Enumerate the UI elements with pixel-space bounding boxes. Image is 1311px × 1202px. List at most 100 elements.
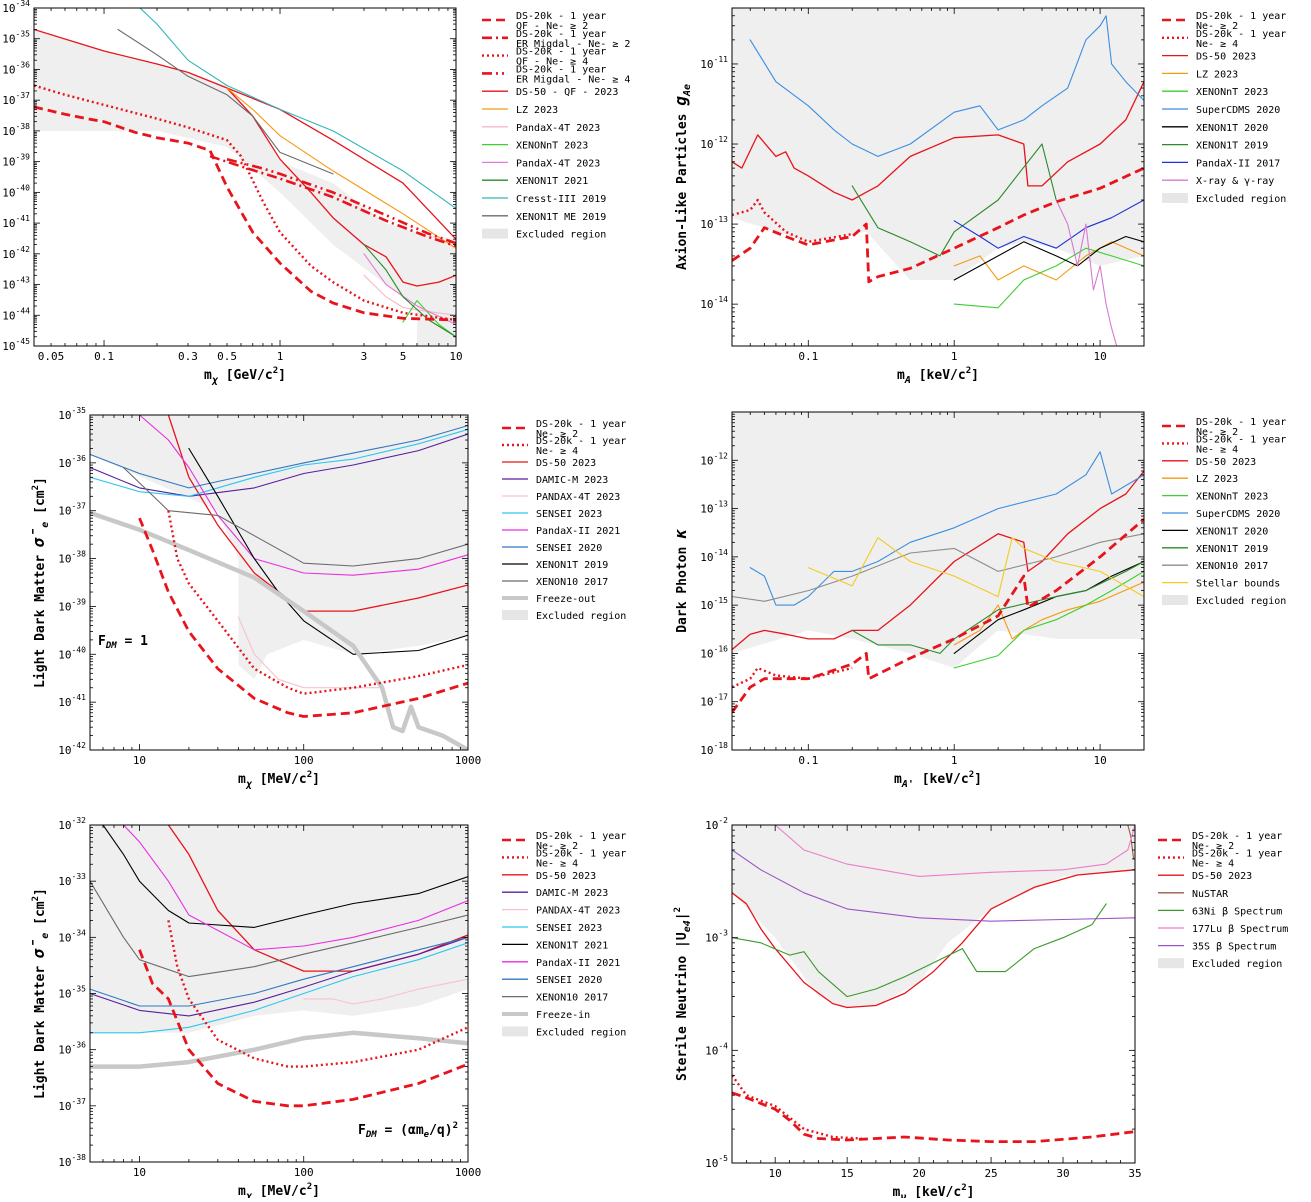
x-tick-label: 0.5 bbox=[217, 350, 237, 363]
legend-label: 63Ni β Spectrum bbox=[1192, 906, 1282, 917]
series-line-x-ray-ray bbox=[1055, 199, 1118, 346]
legend-label: DS-20k - 1 year bbox=[516, 47, 606, 58]
x-tick-label: 3 bbox=[361, 350, 368, 363]
series-line-xenon10-2017 bbox=[732, 533, 1144, 602]
legend-swatch bbox=[482, 228, 508, 239]
series-line-xenon1t-2021 bbox=[363, 244, 456, 338]
excluded-region bbox=[90, 415, 468, 680]
series-line-xenonnt-2023 bbox=[402, 300, 456, 338]
legend-label: SENSEI 2020 bbox=[536, 975, 602, 986]
annotation-fdm: FDM = 1 bbox=[98, 634, 148, 651]
y-tick-label: 10-16 bbox=[700, 644, 728, 660]
legend-swatch bbox=[502, 1026, 528, 1037]
legend-label: SENSEI 2020 bbox=[536, 543, 602, 554]
series-line-sensei-2023 bbox=[90, 428, 468, 497]
legend-label: Ne- ≥ 4 bbox=[1196, 39, 1238, 50]
legend-label: Ne- ≥ 4 bbox=[1192, 859, 1234, 870]
legend-label: DS-50 2023 bbox=[1192, 871, 1252, 882]
legend-item: SENSEI 2020 bbox=[502, 543, 602, 554]
y-tick-label: 10-11 bbox=[700, 55, 728, 71]
y-tick-label: 10-18 bbox=[700, 741, 728, 757]
legend-item: PandaX-II 2021 bbox=[502, 526, 620, 537]
series-line-sensei-2020 bbox=[90, 936, 468, 1007]
series-line-xenon1t-2020 bbox=[953, 235, 1144, 281]
x-tick-label: 0.1 bbox=[798, 754, 818, 767]
legend-item: 63Ni β Spectrum bbox=[1158, 906, 1282, 917]
legend-item: PandaX-4T 2023 bbox=[482, 158, 600, 169]
x-axis-label: mA [keV/c2] bbox=[897, 366, 979, 386]
y-tick-label: 10-45 bbox=[2, 337, 30, 353]
plot-frame bbox=[731, 411, 1145, 751]
legend-item: DS-50 2023 bbox=[502, 871, 596, 882]
series-line-ds-50-2023-upper bbox=[226, 87, 456, 240]
legend-item: LZ 2023 bbox=[1162, 474, 1238, 485]
y-tick-label: 10-41 bbox=[58, 693, 86, 709]
series-line-supercdms-2020 bbox=[749, 15, 1144, 157]
legend-label: XENONnT 2023 bbox=[1196, 87, 1268, 98]
series-line-supercdms-2020 bbox=[749, 451, 1144, 606]
legend-item: XENONnT 2023 bbox=[482, 141, 588, 152]
legend-label: PANDAX-4T 2023 bbox=[536, 492, 620, 503]
legend-label: QF - Ne- ≥ 4 bbox=[516, 57, 588, 68]
series-line-stellar-bounds bbox=[807, 537, 1144, 598]
y-tick-label: 10-17 bbox=[700, 693, 728, 709]
x-tick-label: 25 bbox=[984, 1167, 997, 1180]
y-tick-label: 10-36 bbox=[58, 1041, 86, 1057]
legend-label: ER Migdal - Ne- ≥ 2 bbox=[516, 39, 630, 50]
excluded-region bbox=[34, 29, 456, 346]
plot-area bbox=[732, 412, 1144, 714]
series-line-pandax-4t-2023 bbox=[303, 978, 468, 1005]
legend-label: DS-20k - 1 year bbox=[1196, 434, 1286, 445]
legend-label: DAMIC-M 2023 bbox=[536, 888, 608, 899]
legend-label: Excluded region bbox=[516, 230, 606, 241]
legend-label: DS-20k - 1 year bbox=[536, 436, 626, 447]
legend-label: DS-50 2023 bbox=[536, 871, 596, 882]
excluded-region bbox=[90, 825, 468, 1033]
panel-p2: 0.1 1 10 10-14 10-13 10-12 10-11 mA [keV/c2] Axi… bbox=[671, 7, 1286, 386]
panel-p4: 0.1 1 10 10-18 10-17 10-16 10-15 10-14 10-13 10-1… bbox=[671, 411, 1286, 790]
series-line-cresst-iii-2019 bbox=[139, 8, 456, 209]
series-line-ds-20k-1-year-ne-4 bbox=[732, 666, 853, 689]
legend-item: LZ 2023 bbox=[482, 105, 558, 116]
series-line-35s-spectrum bbox=[732, 849, 1135, 922]
legend-item: SENSEI 2023 bbox=[502, 509, 602, 520]
legend-label: DS-20k - 1 year bbox=[536, 831, 626, 842]
plot-frame bbox=[33, 7, 457, 347]
y-tick-label: 10-35 bbox=[2, 30, 30, 46]
legend-item: X-ray & γ-ray bbox=[1162, 176, 1274, 187]
legend-label: XENON1T 2019 bbox=[1196, 141, 1268, 152]
y-tick-label: 10-34 bbox=[58, 928, 86, 944]
legend-item: Excluded region bbox=[502, 610, 626, 622]
y-tick-label: 10-14 bbox=[700, 295, 728, 311]
y-tick-label: 10-32 bbox=[58, 816, 86, 832]
x-tick-label: 0.05 bbox=[38, 350, 65, 363]
x-tick-label: 10 bbox=[769, 1167, 782, 1180]
legend-label: ER Migdal - Ne- ≥ 4 bbox=[516, 74, 630, 85]
y-tick-label: 10-39 bbox=[58, 597, 86, 613]
legend-label: DS-20k - 1 year bbox=[516, 29, 606, 40]
y-tick-label: 10-38 bbox=[2, 122, 30, 138]
legend-label: Freeze-in bbox=[536, 1010, 590, 1021]
legend-label: 177Lu β Spectrum bbox=[1192, 924, 1288, 935]
series-line-freeze-out bbox=[90, 510, 468, 750]
legend-label: SuperCDMS 2020 bbox=[1196, 105, 1280, 116]
legend-label: DS-20k - 1 year bbox=[536, 848, 626, 859]
legend-swatch bbox=[1162, 595, 1188, 605]
legend-item: LZ 2023 bbox=[1162, 69, 1238, 80]
plot-area bbox=[732, 825, 1135, 1143]
series-line-xenon10-2017 bbox=[122, 466, 468, 567]
series-line-pandax-ii-2017 bbox=[953, 199, 1144, 249]
x-tick-label: 5 bbox=[400, 350, 407, 363]
legend-label: XENON10 2017 bbox=[536, 993, 608, 1004]
legend-label: PandaX-II 2021 bbox=[536, 526, 620, 537]
y-tick-label: 10-37 bbox=[58, 502, 86, 518]
series-line-pandax-ii-2021 bbox=[122, 825, 468, 951]
